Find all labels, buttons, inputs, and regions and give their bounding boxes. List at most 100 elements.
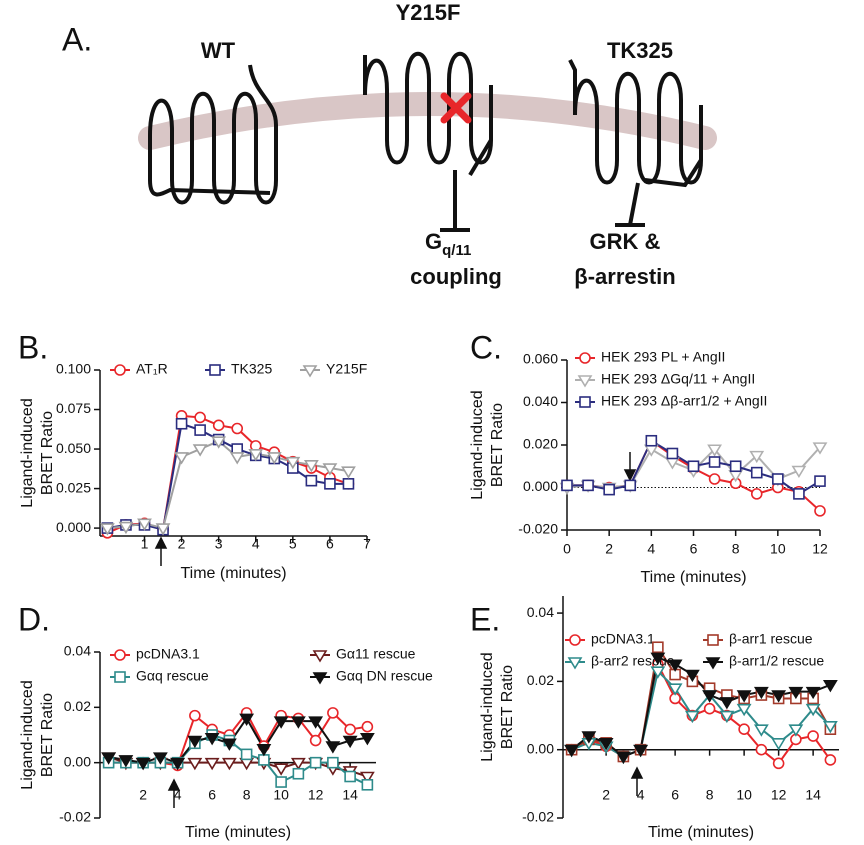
x-tick-label: 2 xyxy=(139,787,147,803)
arrowhead xyxy=(623,469,637,482)
series-line xyxy=(107,414,349,534)
receptor-label: Y215F xyxy=(396,0,461,25)
marker xyxy=(118,521,134,535)
x-tick-label: 4 xyxy=(252,536,260,552)
marker xyxy=(187,757,203,771)
marker xyxy=(771,738,787,751)
marker xyxy=(194,424,206,436)
legend-label: HEK 293 PL + AngII xyxy=(601,349,725,365)
marker xyxy=(582,479,594,492)
marker xyxy=(687,460,700,473)
x-tick-label: 0 xyxy=(563,541,571,557)
arrowhead xyxy=(167,778,181,791)
legend-label: Gαq DN rescue xyxy=(336,668,433,684)
marker xyxy=(341,466,356,479)
y-tick-label: 0.060 xyxy=(523,351,558,367)
marker xyxy=(684,710,700,724)
y-tick-label: 0.02 xyxy=(527,672,554,688)
x-tick-label: 2 xyxy=(602,787,610,803)
marker xyxy=(303,460,319,473)
x-axis-label: Time (minutes) xyxy=(180,565,286,582)
legend-label: β-arr1/2 rescue xyxy=(729,653,824,669)
marker xyxy=(615,751,631,765)
marker xyxy=(822,720,838,734)
panel-label: B. xyxy=(18,329,48,365)
marker xyxy=(708,473,721,485)
x-tick-label: 8 xyxy=(243,787,251,803)
marker xyxy=(650,666,666,679)
marker xyxy=(579,352,591,364)
series-line xyxy=(108,733,368,786)
x-tick-label: 6 xyxy=(671,787,679,803)
marker xyxy=(598,738,614,751)
marker xyxy=(308,716,324,729)
y-tick-label: 0.00 xyxy=(527,740,554,756)
marker xyxy=(194,411,206,424)
marker xyxy=(577,375,593,388)
x-tick-label: 2 xyxy=(605,541,613,557)
marker xyxy=(707,444,722,457)
y-tick-label: 0.020 xyxy=(523,436,558,452)
marker xyxy=(772,473,784,485)
legend-label: HEK 293 Δβ-arr1/2 + AngII xyxy=(601,393,767,409)
marker xyxy=(705,657,721,670)
marker xyxy=(805,686,821,700)
legend-label: pcDNA3.1 xyxy=(136,646,200,662)
legend-label: AT₁R xyxy=(136,361,168,377)
marker xyxy=(624,479,637,492)
marker xyxy=(344,723,356,736)
x-axis-label: Time (minutes) xyxy=(640,569,746,586)
marker xyxy=(174,452,189,465)
marker xyxy=(309,756,322,769)
marker xyxy=(736,703,752,717)
marker xyxy=(812,442,828,455)
legend-label: TK325 xyxy=(231,361,272,377)
marker xyxy=(290,757,306,771)
marker xyxy=(807,730,819,742)
marker xyxy=(359,732,375,746)
marker xyxy=(155,523,171,536)
marker xyxy=(275,776,287,788)
panel-a: A. WT Y215F TK325 Gq/11 coupling GRK & β… xyxy=(62,0,717,289)
y-tick-label: 0.000 xyxy=(56,519,91,535)
arrowhead xyxy=(630,766,644,779)
marker xyxy=(290,716,306,729)
chart: D. -0.02 0.00 0.02 0.04 2 4 6 8 10 12 14 Time (minut… xyxy=(18,601,433,841)
marker xyxy=(750,466,763,479)
gq-sub: q/11 xyxy=(442,242,471,259)
marker xyxy=(175,417,188,430)
legend-label: pcDNA3.1 xyxy=(591,631,655,647)
marker xyxy=(292,767,305,780)
y-tick-label: 0.100 xyxy=(56,361,91,377)
x-tick-label: 8 xyxy=(732,541,740,557)
x-tick-label: 7 xyxy=(363,536,371,552)
y-tick-label: -0.020 xyxy=(518,521,558,537)
x-tick-label: 1 xyxy=(141,536,149,552)
marker xyxy=(361,720,374,733)
marker xyxy=(772,757,785,770)
grk-line1: GRK & xyxy=(590,229,661,254)
marker xyxy=(579,396,591,408)
marker xyxy=(569,634,581,646)
marker xyxy=(719,710,735,724)
marker xyxy=(788,686,804,700)
chart: E. -0.02 0.00 0.02 0.04 2 4 6 8 10 12 14 Time (minut… xyxy=(470,596,839,841)
marker xyxy=(666,447,679,460)
marker xyxy=(822,680,838,693)
marker xyxy=(814,475,826,487)
y-axis-label: BRET Ratio xyxy=(499,665,516,749)
x-tick-label: 10 xyxy=(770,541,786,557)
gq-label: Gq/11 xyxy=(425,229,471,259)
legend-label: Gαq rescue xyxy=(136,668,209,684)
y-axis-label: BRET Ratio xyxy=(39,693,56,777)
marker xyxy=(324,478,336,490)
x-tick-label: 12 xyxy=(308,787,324,803)
marker xyxy=(152,752,168,765)
marker xyxy=(266,452,282,465)
marker xyxy=(729,460,742,473)
x-tick-label: 14 xyxy=(805,787,821,803)
marker xyxy=(703,702,716,715)
x-tick-label: 4 xyxy=(174,787,182,803)
marker xyxy=(791,465,807,479)
